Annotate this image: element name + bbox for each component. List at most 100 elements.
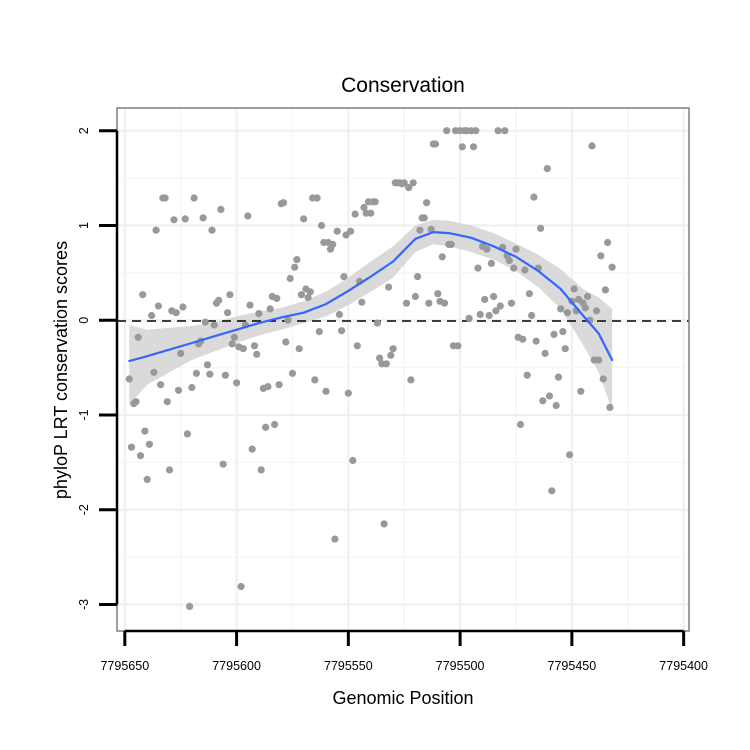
data-point: [577, 387, 585, 395]
data-point: [271, 420, 279, 429]
data-point: [402, 299, 411, 307]
data-point: [494, 127, 502, 135]
x-tick-label: 7795450: [548, 659, 597, 673]
data-point: [145, 440, 153, 448]
data-point: [595, 356, 603, 364]
data-point: [282, 338, 290, 346]
data-point: [583, 292, 592, 301]
data-point: [179, 303, 187, 311]
data-point: [550, 330, 558, 338]
data-point: [170, 216, 178, 224]
data-point: [525, 290, 534, 298]
data-point: [440, 299, 449, 307]
data-point: [566, 451, 574, 459]
data-point: [438, 253, 446, 261]
data-point: [165, 466, 174, 474]
data-point: [291, 263, 299, 271]
data-point: [255, 310, 263, 318]
x-axis-label: Genomic Position: [332, 688, 473, 708]
x-tick-label: 7795500: [436, 659, 485, 673]
data-point: [353, 342, 361, 350]
data-point: [431, 140, 440, 148]
data-point: [532, 337, 540, 345]
data-point: [420, 214, 428, 222]
x-tick-label: 7795550: [324, 659, 373, 673]
data-point: [373, 319, 381, 327]
loess-line-layer: [128, 231, 614, 363]
data-point: [233, 379, 241, 387]
data-point: [181, 215, 189, 223]
data-point: [315, 328, 323, 336]
data-point: [465, 314, 473, 322]
x-tick-label: 7795650: [100, 659, 149, 673]
x-tick-label: 7795400: [659, 659, 708, 673]
data-point: [152, 226, 160, 234]
data-point: [559, 328, 567, 336]
data-point: [163, 398, 171, 406]
data-point: [389, 345, 397, 353]
data-point: [293, 256, 301, 264]
data-point: [530, 193, 538, 201]
y-tick-label: -2: [77, 504, 91, 515]
data-point: [588, 142, 596, 150]
x-tick-label: 7795600: [212, 659, 261, 673]
data-point: [563, 309, 572, 317]
data-point: [387, 351, 395, 359]
x-axis: 7795650 7795600 7795550 7795500 7795450 77954…: [100, 629, 708, 673]
data-point: [246, 301, 254, 309]
data-point: [543, 165, 551, 173]
data-point: [306, 288, 314, 296]
data-point: [411, 292, 419, 301]
data-point: [416, 226, 424, 234]
data-point: [414, 273, 422, 281]
data-point: [409, 179, 417, 187]
data-point: [454, 342, 462, 350]
data-point: [405, 184, 413, 192]
y-axis-label: phyloP LRT conservation scores: [51, 241, 71, 499]
data-point: [228, 340, 236, 348]
data-point: [186, 602, 194, 611]
data-point: [349, 456, 357, 465]
data-point: [521, 266, 529, 274]
data-point: [199, 214, 207, 222]
data-point: [592, 307, 601, 315]
data-point: [340, 273, 348, 281]
data-point: [174, 386, 183, 394]
data-point: [523, 371, 531, 379]
data-point: [360, 203, 368, 212]
data-point: [597, 252, 605, 260]
data-point: [554, 373, 563, 381]
data-point: [519, 335, 527, 343]
data-point: [347, 227, 355, 235]
data-point: [537, 224, 545, 232]
data-point: [172, 309, 180, 317]
data-point: [297, 291, 305, 299]
data-point: [203, 361, 212, 369]
data-point: [304, 293, 312, 302]
data-point: [230, 333, 238, 341]
data-point: [496, 302, 504, 310]
data-point: [331, 535, 339, 543]
data-point: [606, 403, 614, 411]
data-point: [447, 240, 455, 248]
data-point: [528, 311, 536, 320]
data-point: [206, 370, 214, 378]
data-point: [483, 245, 491, 253]
data-point: [608, 263, 616, 271]
data-point: [295, 345, 303, 353]
data-point: [288, 369, 297, 377]
data-point: [154, 302, 162, 310]
data-point: [139, 291, 147, 299]
data-point: [161, 194, 169, 202]
data-point: [492, 307, 500, 315]
data-point: [333, 227, 341, 235]
data-point: [275, 381, 283, 389]
data-point: [329, 240, 337, 248]
data-point: [541, 349, 549, 357]
data-point: [458, 143, 466, 151]
data-point: [311, 376, 319, 384]
data-point: [226, 291, 234, 299]
y-tick-label: 2: [77, 127, 91, 134]
data-point: [317, 221, 326, 230]
loess-line: [128, 231, 614, 363]
